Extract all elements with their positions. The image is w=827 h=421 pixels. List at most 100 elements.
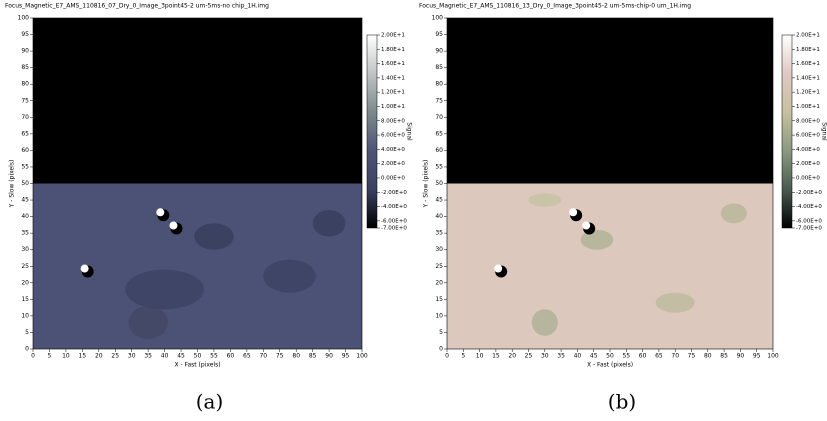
colorbar-tick-label: 6.00E+0 <box>796 133 820 139</box>
x-tick-label: 35 <box>144 353 152 360</box>
colorbar-tick-label: 1.20E+1 <box>796 90 820 96</box>
colorbar-tick-label: -2.00E+0 <box>381 190 407 196</box>
x-tick-label: 60 <box>227 353 235 360</box>
y-tick-label: 55 <box>435 163 443 170</box>
y-tick-label: 10 <box>21 312 29 319</box>
x-tick-label: 90 <box>325 353 333 360</box>
x-tick-label: 80 <box>292 353 300 360</box>
y-tick-label: 50 <box>21 180 29 187</box>
x-tick-label: 5 <box>461 353 465 360</box>
x-tick-label: 30 <box>128 353 136 360</box>
colorbar-tick-label: -4.00E+0 <box>381 204 407 210</box>
x-tick-label: 100 <box>767 353 779 360</box>
y-tick-label: 40 <box>21 213 29 220</box>
colorbar-tick-label: -7.00E+0 <box>381 226 407 232</box>
x-tick-label: 50 <box>606 353 614 360</box>
colorbar-tick-label: 4.00E+0 <box>796 147 820 153</box>
y-tick-label: 45 <box>435 197 443 204</box>
y-tick-label: 35 <box>435 230 443 237</box>
dipole-bright <box>156 208 164 216</box>
x-tick-label: 65 <box>655 353 663 360</box>
dipole-bright <box>169 222 177 230</box>
heatmap-feature <box>529 193 562 206</box>
colorbar-tick-label: 2.00E+1 <box>381 33 405 39</box>
colorbar-tick-label: 8.00E+0 <box>796 118 820 124</box>
y-tick-label: 25 <box>21 263 29 270</box>
x-tick-label: 75 <box>688 353 696 360</box>
x-tick-label: 0 <box>31 353 35 360</box>
colorbar-tick-label: -6.00E+0 <box>381 218 407 224</box>
x-axis-label: X - Fast (pixels) <box>587 362 633 369</box>
x-tick-label: 95 <box>342 353 350 360</box>
x-tick-label: 90 <box>737 353 745 360</box>
heatmap-feature <box>532 309 558 335</box>
y-tick-label: 10 <box>435 312 443 319</box>
x-tick-label: 45 <box>177 353 185 360</box>
x-tick-label: 5 <box>48 353 52 360</box>
x-tick-label: 25 <box>111 353 119 360</box>
x-tick-label: 30 <box>541 353 549 360</box>
x-tick-label: 100 <box>356 353 368 360</box>
x-axis-label: X - Fast (pixels) <box>174 362 220 369</box>
caption: (b) <box>608 390 636 414</box>
x-tick-label: 75 <box>276 353 284 360</box>
colorbar-tick-label: 6.00E+0 <box>381 133 405 139</box>
y-axis-label: Y - Slow (pixels) <box>9 160 16 209</box>
y-tick-label: 85 <box>435 64 443 71</box>
x-tick-label: 20 <box>95 353 103 360</box>
colorbar-tick-label: 1.40E+1 <box>796 75 820 81</box>
y-tick-label: 25 <box>435 263 443 270</box>
x-tick-label: 95 <box>753 353 761 360</box>
x-tick-label: 60 <box>639 353 647 360</box>
x-tick-label: 85 <box>309 353 317 360</box>
x-tick-label: 15 <box>79 353 87 360</box>
heatmap-feature <box>313 210 346 236</box>
y-tick-label: 65 <box>435 130 443 137</box>
x-tick-label: 10 <box>62 353 70 360</box>
x-tick-label: 55 <box>210 353 218 360</box>
x-tick-label: 70 <box>259 353 267 360</box>
x-tick-label: 0 <box>445 353 449 360</box>
y-tick-label: 95 <box>21 31 29 38</box>
colorbar-tick-label: 1.00E+1 <box>796 104 820 110</box>
x-tick-label: 40 <box>161 353 169 360</box>
heatmap-feature <box>194 223 233 249</box>
x-tick-label: 10 <box>476 353 484 360</box>
colorbar-tick-label: -4.00E+0 <box>796 204 822 210</box>
dipole-bright <box>494 265 502 273</box>
y-tick-label: 5 <box>25 329 29 336</box>
y-tick-label: 15 <box>21 296 29 303</box>
masked-region <box>33 18 362 184</box>
colorbar-tick-label: 1.60E+1 <box>796 61 820 67</box>
colorbar-tick-label: 2.00E+0 <box>796 161 820 167</box>
colorbar-tick-label: -2.00E+0 <box>796 190 822 196</box>
x-tick-label: 40 <box>574 353 582 360</box>
masked-region <box>447 18 773 184</box>
colorbar-tick-label: 0.00E+0 <box>796 175 820 181</box>
y-tick-label: 90 <box>21 48 29 55</box>
colorbar-tick-label: 1.20E+1 <box>381 90 405 96</box>
x-tick-label: 85 <box>720 353 728 360</box>
dipole-bright <box>569 208 577 216</box>
colorbar-tick-label: 1.80E+1 <box>381 47 405 53</box>
x-tick-label: 25 <box>525 353 533 360</box>
dipole-bright <box>81 265 89 273</box>
x-tick-label: 70 <box>671 353 679 360</box>
y-tick-label: 55 <box>21 163 29 170</box>
colorbar <box>782 35 792 228</box>
y-tick-label: 0 <box>25 346 29 353</box>
chart-title: Focus_Magnetic_E7_AMS_110816_13_Dry_0_Im… <box>419 3 691 10</box>
colorbar-tick-label: 0.00E+0 <box>381 175 405 181</box>
heatmap-feature <box>721 203 747 223</box>
colorbar-tick-label: 8.00E+0 <box>381 118 405 124</box>
figure: Focus_Magnetic_E7_AMS_110816_07_Dry_0_Im… <box>0 0 827 421</box>
y-tick-label: 85 <box>21 64 29 71</box>
x-tick-label: 65 <box>243 353 251 360</box>
y-tick-label: 15 <box>435 296 443 303</box>
y-tick-label: 60 <box>435 147 443 154</box>
colorbar-tick-label: 2.00E+0 <box>381 161 405 167</box>
colorbar-tick-label: 4.00E+0 <box>381 147 405 153</box>
caption: (a) <box>196 390 224 414</box>
colorbar-tick-label: 1.00E+1 <box>381 104 405 110</box>
y-tick-label: 70 <box>21 114 29 121</box>
